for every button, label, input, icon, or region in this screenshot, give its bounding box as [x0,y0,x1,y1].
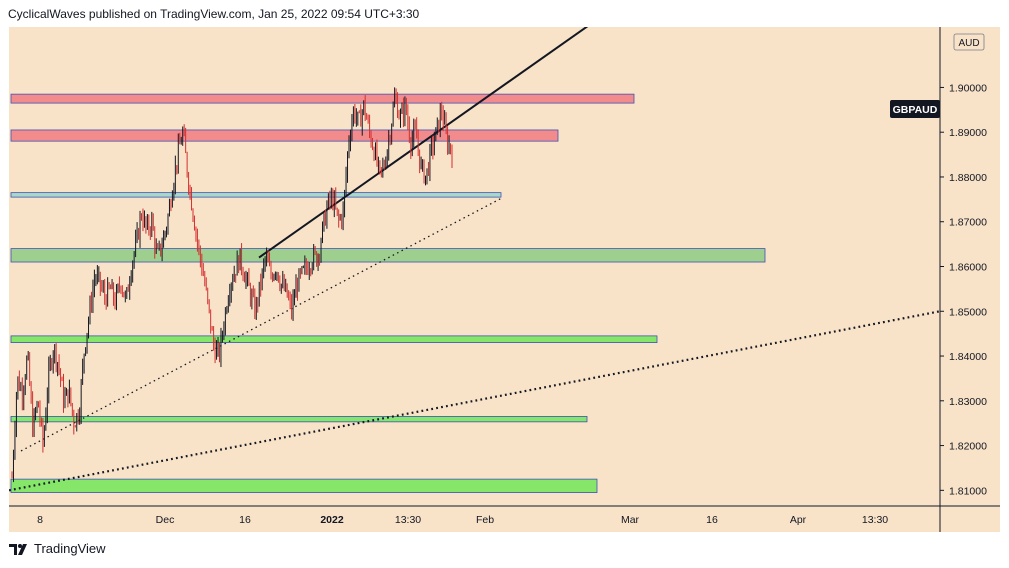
trendline [20,197,502,452]
currency-label: AUD [953,33,985,51]
time-axis-panel [9,506,1000,532]
time-axis-ticks: 8 Dec 16 2022 13:30 Feb Mar 16 Apr 13:30 [37,514,888,526]
candles-layer [11,87,453,483]
time-tick-label: Feb [476,514,494,526]
price-zone [10,93,635,104]
price-tick-label: 1.90000 [949,82,987,94]
time-tick-label: 16 [239,514,251,526]
price-tick-label: 1.87000 [949,217,987,229]
trendline [258,27,589,259]
time-tick-label: 16 [706,514,718,526]
price-axis-ticks: 1.90000 1.89000 1.88000 1.87000 1.86000 1.850… [940,82,987,497]
price-axis-panel [940,27,1000,506]
price-zone [10,416,588,423]
publish-attribution: CyclicalWaves published on TradingView.c… [8,7,420,21]
price-zone [10,129,559,142]
currency-label-text: AUD [958,38,979,49]
time-tick-label: 8 [37,514,43,526]
price-zone [10,335,658,344]
price-tick-label: 1.86000 [949,262,987,274]
zones-layer [10,93,766,493]
price-tick-label: 1.88000 [949,172,987,184]
brand-name: TradingView [34,541,106,556]
symbol-label: GBPAUD [893,104,938,116]
symbol-price-tag: GBPAUD [890,100,940,118]
time-tick-label: 13:30 [862,514,888,526]
brand-footer: TradingView [9,541,106,556]
price-tick-label: 1.84000 [949,351,987,363]
price-zone [10,478,598,493]
price-tick-label: 1.81000 [949,485,987,497]
time-tick-label: 2022 [320,514,344,526]
trendline [9,310,941,492]
time-tick-label: 13:30 [395,514,421,526]
time-tick-label: Mar [621,514,640,526]
tradingview-logo-icon [9,542,31,556]
price-chart[interactable]: 1.90000 1.89000 1.88000 1.87000 1.86000 1.850… [9,27,1000,532]
trendlines-layer [9,27,941,492]
price-zone [10,192,502,198]
time-tick-label: Dec [156,514,175,526]
price-zone [10,248,766,263]
price-tick-label: 1.82000 [949,441,987,453]
price-tick-label: 1.85000 [949,306,987,318]
price-tick-label: 1.83000 [949,396,987,408]
price-tick-label: 1.89000 [949,127,987,139]
time-tick-label: Apr [790,514,807,526]
